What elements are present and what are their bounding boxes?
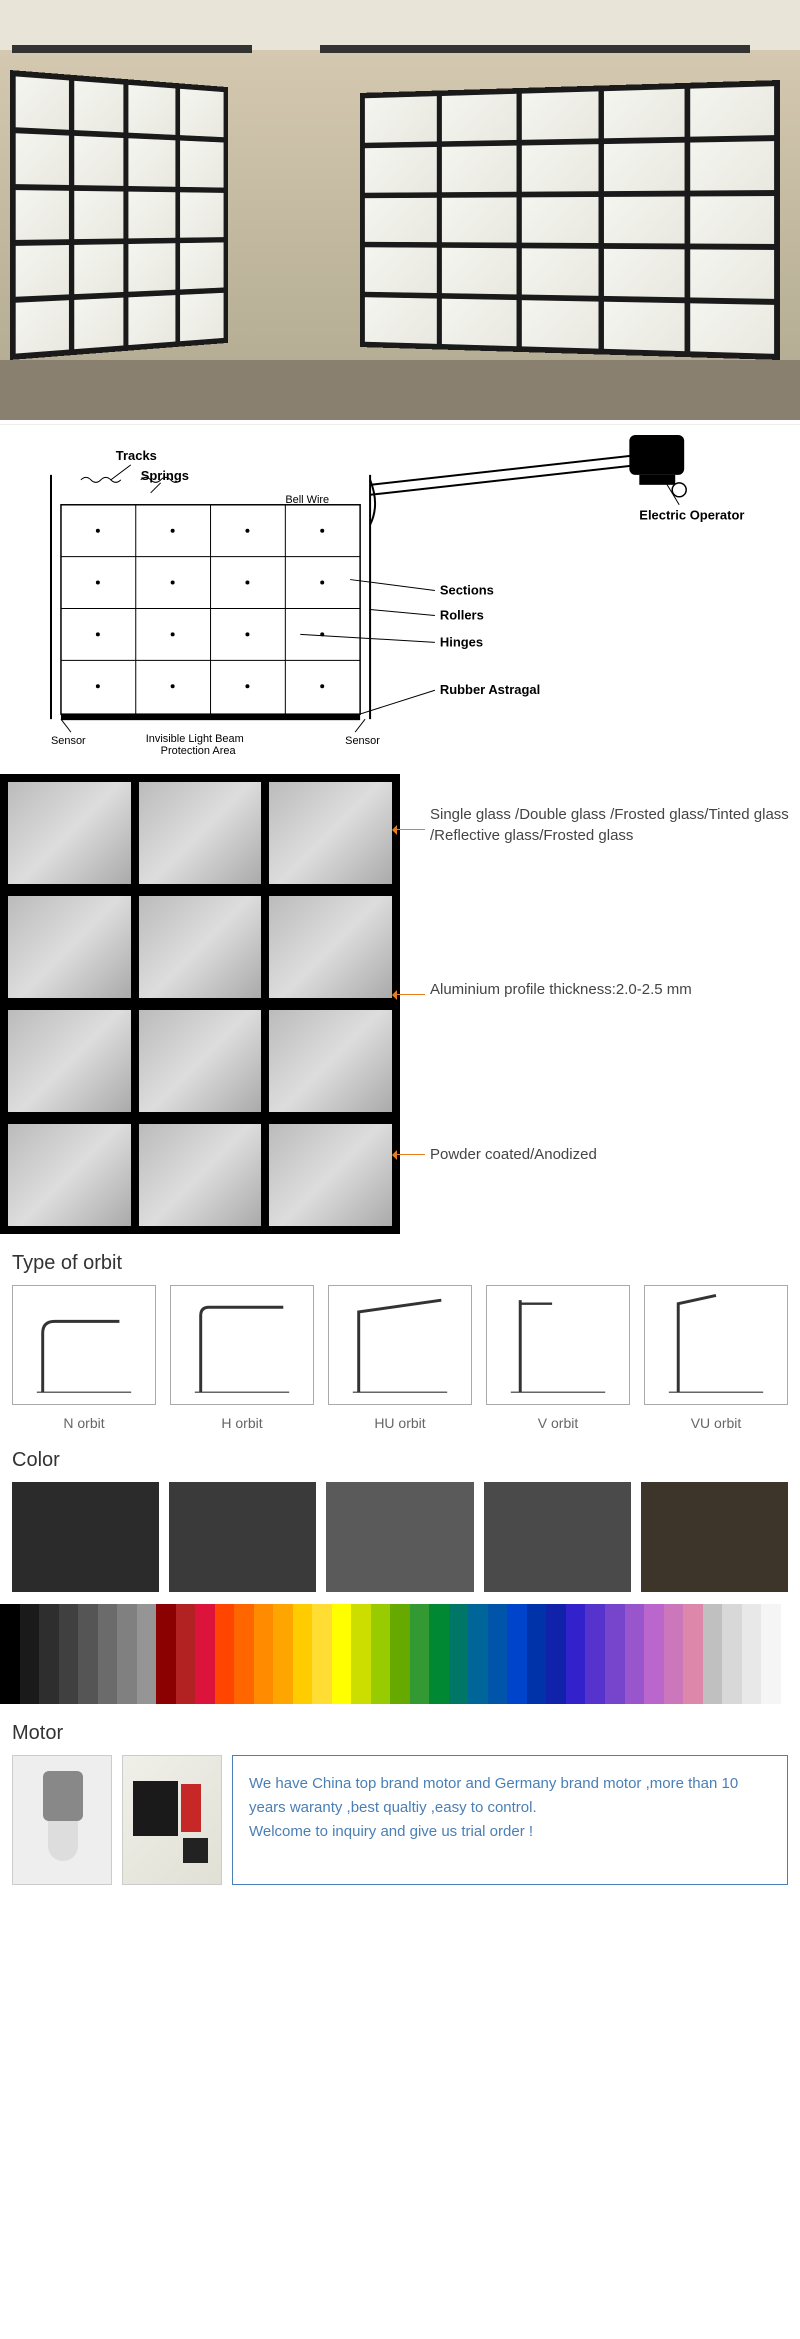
svg-text:Rubber Astragal: Rubber Astragal <box>440 682 540 697</box>
svg-text:Sensor: Sensor <box>51 735 86 747</box>
color-chip <box>156 1604 176 1704</box>
door-callouts: Single glass /Double glass /Frosted glas… <box>0 774 800 1234</box>
svg-text:Tracks: Tracks <box>116 448 157 463</box>
mechanism-diagram: Tracks Springs Electric Operator Bell Wi… <box>0 424 800 774</box>
color-chip <box>585 1604 605 1704</box>
garage-door-left <box>10 70 228 360</box>
color-chip <box>468 1604 488 1704</box>
color-chip <box>234 1604 254 1704</box>
color-swatches-large <box>0 1482 800 1592</box>
svg-text:Springs: Springs <box>141 468 189 483</box>
color-title: Color <box>12 1449 800 1472</box>
color-chip <box>371 1604 391 1704</box>
color-chip <box>664 1604 684 1704</box>
motor-photo-1 <box>12 1755 112 1885</box>
color-chip <box>59 1604 79 1704</box>
color-chip <box>351 1604 371 1704</box>
color-chip <box>488 1604 508 1704</box>
color-swatches-strip <box>0 1604 800 1704</box>
color-chip <box>39 1604 59 1704</box>
hero-photo <box>0 0 800 420</box>
orbit-type: N orbit <box>12 1285 156 1431</box>
color-chip <box>742 1604 762 1704</box>
color-chip <box>332 1604 352 1704</box>
garage-door-right <box>360 80 780 360</box>
color-chip <box>137 1604 157 1704</box>
orbit-types: N orbitH orbitHU orbitV orbitVU orbit <box>0 1285 800 1431</box>
color-chip <box>429 1604 449 1704</box>
orbit-type: V orbit <box>486 1285 630 1431</box>
color-chip <box>98 1604 118 1704</box>
color-chip <box>683 1604 703 1704</box>
color-chip <box>605 1604 625 1704</box>
svg-text:Bell Wire: Bell Wire <box>285 494 329 506</box>
color-chip <box>20 1604 40 1704</box>
callout-profile: Aluminium profile thickness:2.0-2.5 mm <box>430 979 692 1000</box>
orbit-title: Type of orbit <box>12 1252 800 1275</box>
color-swatch <box>641 1482 788 1592</box>
color-chip <box>390 1604 410 1704</box>
color-chip <box>507 1604 527 1704</box>
svg-text:Sections: Sections <box>440 583 494 598</box>
door-render <box>0 774 400 1234</box>
color-chip <box>761 1604 781 1704</box>
motor-title: Motor <box>12 1722 800 1745</box>
motor-photo-2 <box>122 1755 222 1885</box>
color-chip <box>195 1604 215 1704</box>
color-chip <box>625 1604 645 1704</box>
motor-note: We have China top brand motor and German… <box>232 1755 788 1885</box>
color-chip <box>0 1604 20 1704</box>
svg-text:Electric Operator: Electric Operator <box>639 508 744 523</box>
color-swatch <box>12 1482 159 1592</box>
orbit-type: H orbit <box>170 1285 314 1431</box>
color-chip <box>273 1604 293 1704</box>
color-swatch <box>326 1482 473 1592</box>
svg-text:Hinges: Hinges <box>440 634 483 649</box>
color-chip <box>703 1604 723 1704</box>
color-swatch <box>484 1482 631 1592</box>
color-chip <box>527 1604 547 1704</box>
color-swatch <box>169 1482 316 1592</box>
orbit-type: HU orbit <box>328 1285 472 1431</box>
color-chip <box>78 1604 98 1704</box>
color-chip <box>117 1604 137 1704</box>
callout-coating: Powder coated/Anodized <box>430 1144 597 1165</box>
color-chip <box>566 1604 586 1704</box>
svg-text:Invisible Light Beam: Invisible Light Beam <box>146 733 244 745</box>
color-chip <box>312 1604 332 1704</box>
color-chip <box>644 1604 664 1704</box>
color-chip <box>410 1604 430 1704</box>
color-chip <box>449 1604 469 1704</box>
orbit-type: VU orbit <box>644 1285 788 1431</box>
color-chip <box>546 1604 566 1704</box>
color-chip <box>722 1604 742 1704</box>
color-chip <box>176 1604 196 1704</box>
svg-text:Rollers: Rollers <box>440 607 484 622</box>
color-chip <box>215 1604 235 1704</box>
color-chip <box>293 1604 313 1704</box>
color-chip <box>254 1604 274 1704</box>
svg-text:Sensor: Sensor <box>345 735 380 747</box>
callout-glass: Single glass /Double glass /Frosted glas… <box>430 804 800 846</box>
svg-text:Protection Area: Protection Area <box>161 745 237 757</box>
color-chip <box>781 1604 800 1704</box>
